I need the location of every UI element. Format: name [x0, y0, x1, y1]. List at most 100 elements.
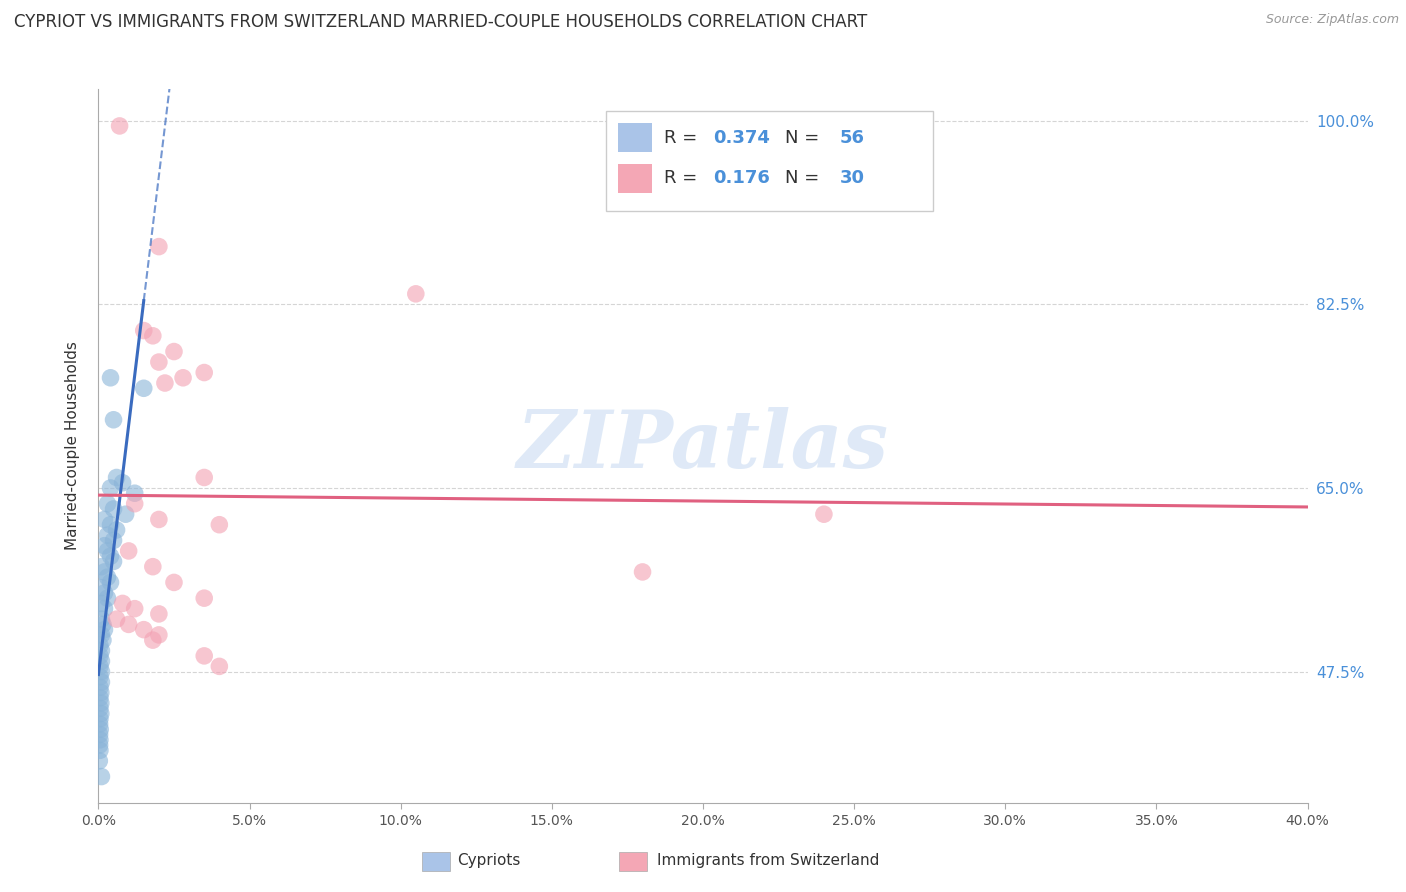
Point	[100, 481, 122, 495]
Point	[105, 470, 128, 484]
Point	[89, 690, 111, 705]
Point	[148, 607, 170, 621]
Point	[89, 728, 111, 742]
Point	[89, 701, 111, 715]
FancyBboxPatch shape	[606, 111, 932, 211]
Point	[103, 533, 125, 548]
Point	[90, 654, 112, 668]
Point	[96, 544, 118, 558]
Text: 0.176: 0.176	[713, 169, 769, 187]
Text: 0.374: 0.374	[713, 128, 769, 146]
Point	[132, 623, 155, 637]
Point	[193, 591, 215, 606]
Point	[163, 575, 186, 590]
Point	[103, 413, 125, 427]
Bar	[619, 123, 652, 152]
Point	[89, 743, 111, 757]
Point	[90, 770, 112, 784]
Point	[93, 539, 115, 553]
Point	[93, 623, 115, 637]
Point	[114, 507, 136, 521]
Point	[90, 643, 112, 657]
Point	[142, 633, 165, 648]
Point	[89, 681, 111, 695]
Point	[90, 675, 112, 690]
Point	[148, 355, 170, 369]
Point	[90, 596, 112, 610]
Point	[631, 565, 654, 579]
Point	[132, 381, 155, 395]
Point	[89, 648, 111, 663]
Point	[89, 723, 111, 737]
Bar	[619, 164, 652, 193]
Point	[91, 617, 114, 632]
Point	[93, 512, 115, 526]
Point	[105, 612, 128, 626]
Point	[405, 286, 427, 301]
Text: ZIPatlas: ZIPatlas	[517, 408, 889, 484]
Point	[90, 665, 112, 679]
Text: Immigrants from Switzerland: Immigrants from Switzerland	[657, 854, 879, 868]
Point	[148, 239, 170, 253]
Point	[89, 738, 111, 752]
Point	[103, 502, 125, 516]
Point	[90, 559, 112, 574]
Text: N =: N =	[785, 169, 825, 187]
Text: 56: 56	[839, 128, 865, 146]
Point	[89, 712, 111, 726]
Point	[118, 544, 141, 558]
Point	[118, 617, 141, 632]
Point	[96, 570, 118, 584]
Point	[153, 376, 176, 390]
Point	[148, 512, 170, 526]
Point	[142, 559, 165, 574]
Point	[193, 648, 215, 663]
Point	[90, 706, 112, 721]
Point	[90, 612, 112, 626]
Point	[111, 596, 134, 610]
Point	[142, 328, 165, 343]
Point	[124, 497, 146, 511]
Text: N =: N =	[785, 128, 825, 146]
Point	[124, 601, 146, 615]
Text: R =: R =	[664, 128, 703, 146]
Point	[148, 628, 170, 642]
Point	[111, 475, 134, 490]
Point	[96, 591, 118, 606]
Point	[100, 517, 122, 532]
Point	[89, 717, 111, 731]
Point	[93, 586, 115, 600]
Text: Cypriots: Cypriots	[457, 854, 520, 868]
Point	[93, 565, 115, 579]
Point	[105, 523, 128, 537]
Point	[193, 366, 215, 380]
Point	[90, 685, 112, 699]
Point	[100, 549, 122, 564]
Point	[124, 486, 146, 500]
Point	[100, 575, 122, 590]
Point	[103, 554, 125, 568]
Text: 30: 30	[839, 169, 865, 187]
Text: R =: R =	[664, 169, 703, 187]
Point	[96, 528, 118, 542]
Point	[96, 497, 118, 511]
Point	[813, 507, 835, 521]
Point	[89, 732, 111, 747]
Point	[208, 659, 231, 673]
Point	[108, 119, 131, 133]
Point	[208, 517, 231, 532]
Point	[163, 344, 186, 359]
Point	[93, 601, 115, 615]
Point	[193, 470, 215, 484]
Point	[172, 371, 194, 385]
Text: CYPRIOT VS IMMIGRANTS FROM SWITZERLAND MARRIED-COUPLE HOUSEHOLDS CORRELATION CHA: CYPRIOT VS IMMIGRANTS FROM SWITZERLAND M…	[14, 13, 868, 31]
Point	[89, 659, 111, 673]
Point	[89, 754, 111, 768]
Point	[90, 628, 112, 642]
Point	[91, 633, 114, 648]
Text: Source: ZipAtlas.com: Source: ZipAtlas.com	[1265, 13, 1399, 27]
Point	[89, 670, 111, 684]
Point	[100, 371, 122, 385]
Point	[90, 581, 112, 595]
Y-axis label: Married-couple Households: Married-couple Households	[65, 342, 80, 550]
